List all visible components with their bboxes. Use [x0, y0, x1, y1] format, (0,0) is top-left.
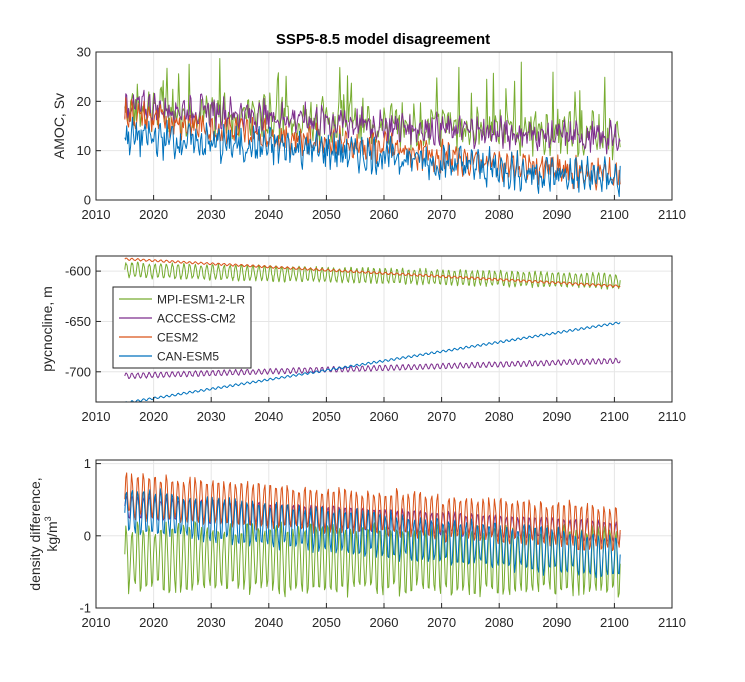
pycnocline-xtick-label: 2090 [542, 409, 571, 424]
density-xtick-label: 2040 [254, 615, 283, 630]
pycnocline-xtick-label: 2110 [658, 409, 686, 424]
density-xtick-label: 2010 [82, 615, 111, 630]
amoc-xtick-label: 2020 [139, 207, 168, 222]
legend-box [112, 286, 252, 369]
amoc-xtick-label: 2090 [542, 207, 571, 222]
pycnocline-ytick-label: -700 [65, 364, 91, 379]
pycnocline-series-canesm [124, 321, 621, 403]
density-ylabel-units: kg/m3 [43, 516, 60, 551]
pycnocline-ylabel: pycnocline, m [39, 286, 55, 372]
pycnocline-ytick-label: -600 [65, 264, 91, 279]
density-xtick-label: 2100 [600, 615, 629, 630]
pycnocline-xtick-label: 2020 [139, 409, 168, 424]
density-tick-labels: 2010 2020 2030 2040 2050 2060 2070 2080 2090 2100… [79, 456, 686, 630]
pycnocline-series-mpi [124, 261, 621, 290]
density-xtick-label: 2060 [370, 615, 399, 630]
legend: MPI-ESM1-2-LR ACCESS-CM2 CESM2 CAN-ESM5 [112, 286, 252, 369]
density-ytick-label: 0 [84, 528, 91, 543]
density-ylabel-superscript: 3 [43, 516, 53, 521]
pycnocline-tick-labels: 2010 2020 2030 2040 2050 2060 2070 2080 2090 2100… [65, 264, 686, 424]
amoc-xtick-label: 2100 [600, 207, 629, 222]
density-series-canesm [124, 488, 621, 579]
density-xtick-label: 2090 [542, 615, 571, 630]
amoc-ytick-label: 30 [77, 45, 91, 60]
amoc-ytick-label: 0 [84, 193, 91, 208]
pycnocline-xtick-label: 2100 [600, 409, 629, 424]
density-ylabel-line1: density difference, [27, 477, 43, 590]
density-series [124, 472, 621, 598]
density-panel: 2010 2020 2030 2040 2050 2060 2070 2080 2090 2100… [27, 456, 686, 630]
pycnocline-xtick-label: 2080 [485, 409, 514, 424]
chart-title: SSP5-8.5 model disagreement [276, 31, 490, 48]
amoc-xtick-label: 2010 [82, 207, 111, 222]
legend-label-mpi: MPI-ESM1-2-LR [157, 293, 245, 307]
density-ytick-label: 1 [84, 456, 91, 471]
density-ylabel: density difference, [27, 477, 43, 590]
amoc-xtick-label: 2030 [197, 207, 226, 222]
amoc-xtick-label: 2110 [658, 207, 686, 222]
pycnocline-series-cesm [124, 257, 621, 288]
amoc-ylabel: AMOC, Sv [51, 93, 67, 159]
legend-label-access: ACCESS-CM2 [157, 312, 236, 326]
density-xtick-label: 2020 [139, 615, 168, 630]
density-xtick-label: 2110 [658, 615, 686, 630]
amoc-series-canesm [124, 116, 621, 197]
density-series-cesm [124, 472, 621, 552]
amoc-tick-labels: 2010 2020 2030 2040 2050 2060 2070 2080 2090 2100… [77, 45, 686, 223]
pycnocline-xtick-label: 2060 [370, 409, 399, 424]
legend-label-canesm: CAN-ESM5 [157, 350, 219, 364]
density-ylabel-unit-text: kg/m [44, 521, 60, 551]
pycnocline-panel: 2010 2020 2030 2040 2050 2060 2070 2080 2090 2100… [39, 255, 686, 424]
pycnocline-series-access [124, 357, 621, 379]
amoc-series [124, 58, 621, 197]
amoc-xtick-label: 2070 [427, 207, 456, 222]
pycnocline-xtick-label: 2040 [254, 409, 283, 424]
density-xtick-label: 2030 [197, 615, 226, 630]
amoc-panel: 2010 2020 2030 2040 2050 2060 2070 2080 2090 2100… [51, 45, 686, 223]
pycnocline-xtick-label: 2010 [82, 409, 111, 424]
pycnocline-series [124, 257, 621, 403]
pycnocline-xtick-label: 2050 [312, 409, 341, 424]
amoc-xtick-label: 2050 [312, 207, 341, 222]
density-xtick-label: 2070 [427, 615, 456, 630]
density-ytick-label: -1 [79, 601, 91, 616]
legend-label-cesm: CESM2 [157, 331, 199, 345]
amoc-ytick-label: 10 [77, 143, 91, 158]
density-xtick-label: 2050 [312, 615, 341, 630]
pycnocline-xtick-label: 2070 [427, 409, 456, 424]
pycnocline-ytick-label: -650 [65, 314, 91, 329]
density-xtick-label: 2080 [485, 615, 514, 630]
pycnocline-xtick-label: 2030 [197, 409, 226, 424]
amoc-xtick-label: 2060 [370, 207, 399, 222]
amoc-xtick-label: 2040 [254, 207, 283, 222]
amoc-ytick-label: 20 [77, 94, 91, 109]
amoc-xtick-label: 2080 [485, 207, 514, 222]
density-series-mpi [124, 521, 621, 598]
